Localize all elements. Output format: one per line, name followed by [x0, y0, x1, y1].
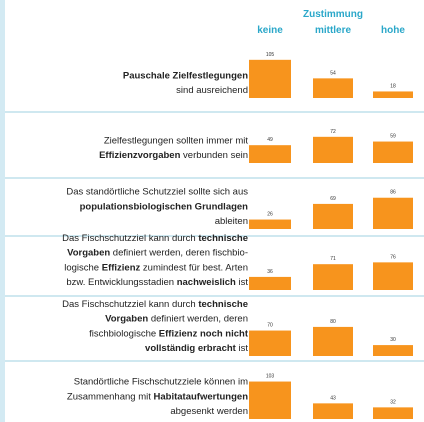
value-label: 86 — [390, 190, 396, 196]
statement-segment: technische — [198, 233, 248, 244]
statement-segment: Das standörtliche Schutzziel sollte sich… — [66, 187, 248, 198]
value-label: 32 — [390, 399, 396, 405]
statement-line: Das Fischschutzziel kann durch technisch… — [62, 299, 248, 310]
statement-segment: Effizienz noch nicht — [159, 328, 249, 339]
bar — [249, 59, 291, 98]
value-label: 54 — [330, 70, 336, 76]
value-label: 36 — [267, 269, 273, 275]
bar — [373, 91, 413, 98]
statement-segment: ist — [236, 343, 249, 354]
bar — [373, 407, 413, 419]
statement-line: ableiten — [215, 216, 248, 227]
statement-line: sind ausreichend — [176, 85, 248, 96]
bar — [313, 326, 353, 356]
statement-line: Standörtliche Fischschutzziele können im — [74, 377, 248, 388]
value-label: 59 — [390, 134, 396, 140]
bar — [313, 403, 353, 419]
statement-line: Das Fischschutzziel kann durch technisch… — [62, 233, 248, 244]
statement-segment: Das Fischschutzziel kann durch — [62, 233, 198, 244]
bar — [249, 381, 291, 419]
statement-line: logische Effizienz zumindest für best. A… — [64, 262, 248, 273]
bar — [313, 136, 353, 163]
column-header: keine — [257, 25, 283, 36]
statement-line: abgesenkt werden — [170, 406, 248, 417]
statement-segment: zumindest für best. Arten — [140, 262, 248, 273]
statement-line: bzw. Entwicklungsstadien nachweislich is… — [66, 277, 248, 288]
statement-segment: Standörtliche Fischschutzziele können im — [74, 377, 248, 388]
statement-segment: sind ausreichend — [176, 85, 248, 96]
bar — [249, 330, 291, 356]
statement-line: Zusammenhang mit Habitataufwertungen — [67, 391, 248, 402]
statement-segment: Habitataufwertungen — [154, 391, 249, 402]
statement-segment: Vorgaben — [67, 248, 110, 259]
value-label: 72 — [330, 129, 336, 135]
statement-line: Pauschale Zielfestlegungen — [123, 70, 248, 81]
statement-segment: vollständig erbracht — [145, 343, 237, 354]
value-label: 26 — [267, 212, 273, 218]
statement-segment: technische — [198, 299, 248, 310]
statement-segment: Effizienzvorgaben — [99, 150, 180, 161]
statement-line: populationsbiologischen Grundlagen — [80, 201, 249, 212]
statement-segment: Zusammenhang mit — [67, 391, 154, 402]
statement-line: fischbiologische Effizienz noch nicht — [89, 328, 249, 339]
statement-segment: Vorgaben — [105, 314, 148, 325]
value-label: 43 — [330, 395, 336, 401]
bar — [313, 264, 353, 290]
statement-segment: Das Fischschutzziel kann durch — [62, 299, 198, 310]
statement-segment: ist — [236, 277, 249, 288]
statement-line: Effizienzvorgaben verbunden sein — [99, 150, 248, 161]
statement-segment: Zielfestlegungen sollten immer mit — [104, 135, 249, 146]
statement-line: Zielfestlegungen sollten immer mit — [104, 135, 249, 146]
statement-segment: logische — [64, 262, 102, 273]
value-label: 103 — [266, 374, 275, 380]
statement-segment: abgesenkt werden — [170, 406, 248, 417]
statement-line: Das standörtliche Schutzziel sollte sich… — [66, 187, 248, 198]
bar — [373, 345, 413, 356]
bar — [313, 203, 353, 229]
value-label: 105 — [266, 52, 275, 58]
statement-line: Vorgaben definiert werden, deren — [105, 314, 248, 325]
statement-segment: Pauschale Zielfestlegungen — [123, 70, 248, 81]
bar — [249, 276, 291, 290]
statement-segment: bzw. Entwicklungsstadien — [66, 277, 176, 288]
statement-segment: populationsbiologischen Grundlagen — [80, 201, 249, 212]
bar — [249, 145, 291, 163]
statement-segment: nachweislich — [177, 277, 236, 288]
value-label: 69 — [330, 196, 336, 202]
statement-line: Vorgaben definiert werden, deren fischbi… — [67, 248, 248, 259]
statement-segment: fischbiologische — [89, 328, 159, 339]
statement-segment: definiert werden, deren — [148, 314, 248, 325]
side-strip — [0, 0, 5, 422]
statement-segment: verbunden sein — [180, 150, 248, 161]
bar — [373, 262, 413, 290]
column-header: hohe — [381, 25, 405, 36]
bar — [373, 141, 413, 163]
bar — [249, 219, 291, 229]
statement-line: vollständig erbracht ist — [145, 343, 248, 354]
chart-title: Zustimmung — [303, 9, 363, 20]
bar — [373, 197, 413, 229]
column-header: mittlere — [315, 25, 352, 36]
value-label: 49 — [267, 137, 273, 143]
value-label: 80 — [330, 319, 336, 325]
value-label: 76 — [390, 254, 396, 260]
statement-segment: definiert werden, deren fischbio- — [110, 248, 248, 259]
value-label: 71 — [330, 256, 336, 262]
value-label: 18 — [390, 83, 396, 89]
value-label: 30 — [390, 337, 396, 343]
bar — [313, 78, 353, 98]
statement-segment: ableiten — [215, 216, 248, 227]
value-label: 70 — [267, 323, 273, 329]
statement-segment: Effizienz — [102, 262, 141, 273]
